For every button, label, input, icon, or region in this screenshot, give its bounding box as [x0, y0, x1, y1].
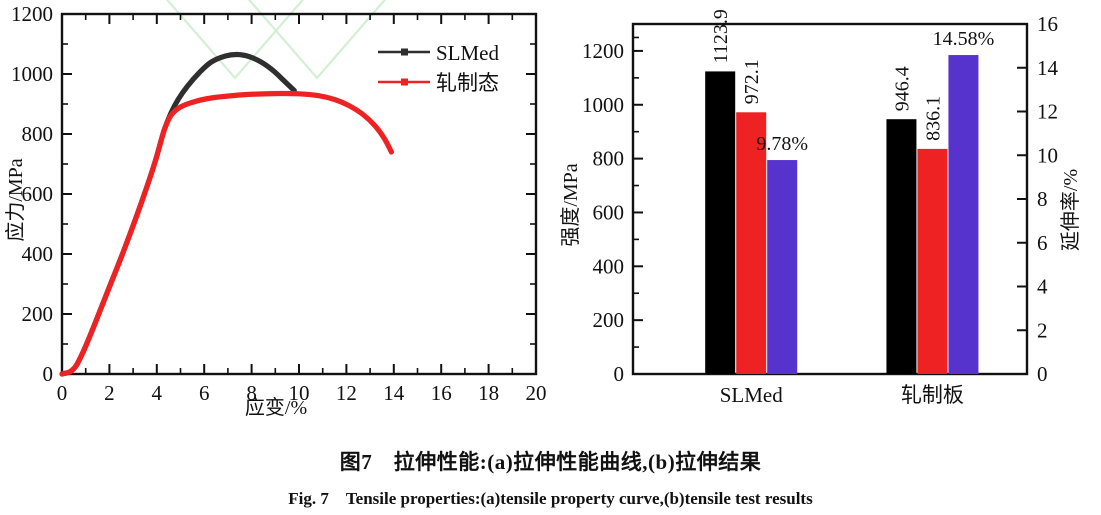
y2-tick-label: 8	[1037, 187, 1048, 211]
bar-value-labels: 1123.9 972.1 9.78% 946.4 836.1 14.58%	[710, 9, 994, 155]
line-chart-svg: 0 2 4 6 8 10 12 14 16 18 20 020040060080010001200 …	[4, 0, 547, 419]
y-tick-label: 600	[22, 182, 54, 206]
y2-tick-label: 2	[1037, 318, 1048, 342]
panel-b-tensile-results: 0 200 400 600 800 1000 1200 0 2 4 6 8 10 12 14 16 1123…	[555, 0, 1101, 430]
bar-SLMed-延伸率	[767, 160, 798, 374]
x-axis-title: 应变/%	[245, 396, 307, 419]
x-tick-label: 18	[478, 381, 499, 405]
x-tick-labels: 0 2 4 6 8 10 12 14 16 18 20	[57, 381, 547, 405]
y2-tick-label: 0	[1037, 362, 1048, 386]
x-tick-label: 0	[57, 381, 68, 405]
bar-轧制板-延伸率	[948, 55, 979, 374]
caption-chinese: 图7 拉伸性能:(a)拉伸性能曲线,(b)拉伸结果	[339, 450, 762, 474]
bar-chart-svg: 0 200 400 600 800 1000 1200 0 2 4 6 8 10 12 14 16 1123…	[559, 9, 1082, 407]
x-tick-label: 10	[289, 381, 310, 405]
y-tick-label: 0	[614, 362, 625, 386]
bar-label-轧制板-延伸率: 14.58%	[933, 28, 995, 50]
axis-ticks	[61, 13, 537, 375]
bar-SLMed-抗拉强度	[705, 71, 736, 375]
category-labels: SLMed 轧制板	[720, 383, 964, 407]
y-tick-labels: 0 200 400 600 800 1000 1200	[582, 39, 624, 386]
y2-tick-label: 6	[1037, 231, 1048, 255]
x-tick-label: 14	[383, 381, 405, 405]
x-tick-label: 2	[104, 381, 115, 405]
y-tick-labels: 0 200 400 600 800 1000 1200	[11, 2, 53, 386]
y-tick-label: 1200	[582, 39, 624, 63]
y-tick-label: 1200	[11, 2, 53, 26]
x-tick-label: 12	[336, 381, 357, 405]
axis-ticks	[633, 23, 1027, 375]
bar-轧制板-屈服强度	[917, 148, 948, 374]
legend-label-1: 轧制态	[436, 71, 499, 95]
y-tick-label: 800	[593, 147, 625, 171]
chart-legend: SLMed 轧制态	[378, 41, 500, 95]
bar-group	[705, 55, 979, 375]
x-tick-label: 20	[526, 381, 547, 405]
plot-frame	[60, 12, 538, 376]
axis-box	[60, 12, 538, 376]
y-tick-label: 600	[593, 200, 625, 224]
panel-a-tensile-curve: 0 2 4 6 8 10 12 14 16 18 20 0 200 400 600 800 1000 1200 …	[0, 0, 560, 430]
bar-SLMed-屈服强度	[736, 112, 767, 375]
curve-slmed	[59, 51, 297, 377]
y-axis-title: 强度/MPa	[559, 163, 582, 246]
legend-marker-1	[401, 78, 408, 86]
y-tick-label: 400	[22, 242, 54, 266]
y-tick-label: 800	[22, 122, 54, 146]
x-tick-label: 8	[246, 381, 257, 405]
y2-tick-label: 16	[1037, 12, 1058, 36]
data-curves	[59, 51, 395, 377]
curve-rolled	[59, 90, 395, 377]
bar-label-SLMed-延伸率: 9.78%	[756, 133, 808, 155]
bar-轧制板-抗拉强度	[886, 119, 917, 374]
y2-tick-label: 4	[1037, 275, 1048, 299]
x-tick-label: 16	[431, 381, 452, 405]
y2-tick-label: 12	[1037, 100, 1058, 124]
y2-tick-labels: 0 2 4 6 8 10 12 14 16	[1037, 12, 1059, 386]
watermark	[165, 0, 387, 80]
bar-label-SLMed-抗拉强度: 1123.9	[710, 9, 732, 63]
y-tick-label: 400	[593, 254, 625, 278]
y-tick-label: 1000	[582, 93, 624, 117]
y2-tick-label: 10	[1037, 143, 1058, 167]
category-label-SLMed: SLMed	[720, 383, 784, 407]
bar-label-SLMed-屈服强度: 972.1	[741, 59, 763, 104]
y-tick-label: 200	[22, 302, 54, 326]
category-label-轧制板: 轧制板	[901, 383, 964, 407]
legend-label-0: SLMed	[436, 41, 500, 65]
bar-label-轧制板-抗拉强度: 946.4	[891, 66, 913, 111]
caption-english: Fig. 7 Tensile properties:(a)tensile pro…	[288, 489, 813, 508]
bar-label-轧制板-屈服强度: 836.1	[922, 96, 944, 141]
legend-marker-0	[401, 48, 408, 56]
y-tick-label: 0	[43, 362, 54, 386]
x-tick-label: 4	[152, 381, 163, 405]
y-tick-label: 200	[593, 308, 625, 332]
x-tick-label: 6	[199, 381, 210, 405]
y2-tick-label: 14	[1037, 56, 1059, 80]
y-tick-label: 1000	[11, 62, 53, 86]
y-axis-title: 应力/MPa	[4, 158, 27, 241]
y2-axis-title: 延伸率/%	[1059, 169, 1082, 251]
